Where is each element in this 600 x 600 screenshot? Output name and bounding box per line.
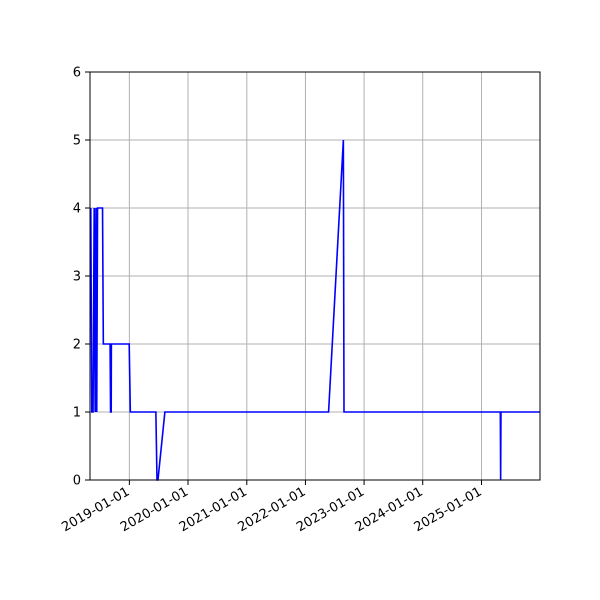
y-tick-label-2: 2 — [73, 338, 81, 353]
series-line-0 — [90, 139, 540, 481]
y-tick-label-0: 0 — [73, 474, 81, 489]
y-tick-label-5: 5 — [73, 134, 81, 149]
series-layer — [90, 139, 540, 481]
y-tick-label-1: 1 — [73, 406, 81, 421]
y-tick-label-3: 3 — [73, 270, 81, 285]
y-tick-label-6: 6 — [73, 66, 81, 81]
y-tick-label-4: 4 — [73, 202, 81, 217]
